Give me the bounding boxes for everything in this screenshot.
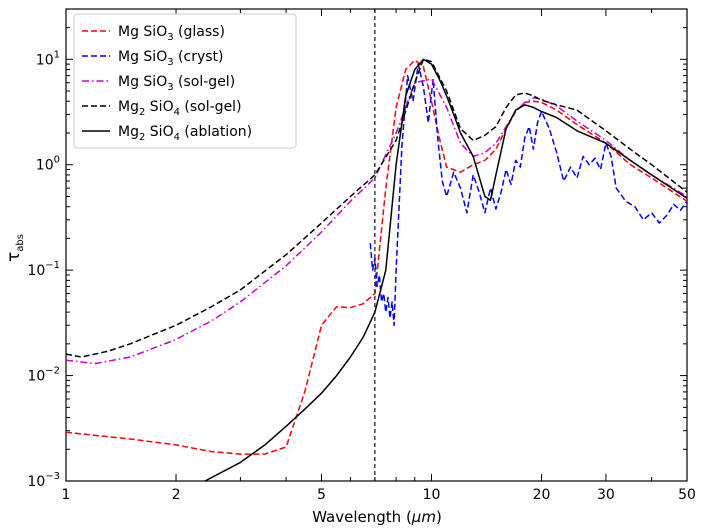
y-tick-label: 101	[36, 49, 60, 68]
series-line-4	[204, 58, 687, 481]
legend-entry-mgsio3-cryst: Mg SiO3 (cryst)	[82, 49, 224, 68]
x-tick-label: 10	[423, 487, 441, 503]
legend: Mg SiO3 (glass) Mg SiO3 (cryst) Mg SiO3 …	[73, 13, 297, 149]
series-line-0	[66, 59, 687, 455]
series-layer	[66, 58, 687, 481]
legend-label: Mg SiO3 (sol-gel)	[118, 74, 235, 93]
x-tick-label: 30	[597, 487, 615, 503]
y-tick-label: 10−3	[27, 471, 60, 490]
x-tick-label: 2	[172, 487, 181, 503]
legend-entry-mgsio3-solgel: Mg SiO3 (sol-gel)	[82, 74, 235, 93]
legend-entry-mg2sio4-solgel: Mg2 SiO4 (sol-gel)	[82, 99, 242, 118]
x-tick-label: 20	[533, 487, 551, 503]
x-tick-label: 5	[317, 487, 326, 503]
x-tick-label: 1	[62, 487, 71, 503]
y-axis-label: τabs	[4, 234, 26, 262]
x-axis: 1 2 5 10 20 30 50	[62, 9, 696, 503]
y-tick-label: 10−1	[27, 260, 60, 279]
series-line-1	[369, 63, 687, 327]
y-tick-label: 100	[36, 155, 60, 174]
legend-label: Mg SiO3 (glass)	[118, 24, 225, 43]
series-line-3	[66, 58, 687, 358]
legend-box	[73, 13, 297, 149]
series-line-2	[66, 78, 687, 365]
x-tick-label: 50	[678, 487, 696, 503]
plot-frame	[65, 8, 688, 482]
legend-entry-mg2sio4-ablation: Mg2 SiO4 (ablation)	[82, 124, 252, 143]
legend-label: Mg2 SiO4 (sol-gel)	[118, 99, 242, 118]
legend-label: Mg SiO3 (cryst)	[118, 49, 224, 68]
legend-entry-mgsio3-glass: Mg SiO3 (glass)	[82, 24, 225, 43]
x-axis-label: Wavelength (μm)	[312, 508, 442, 526]
y-tick-label: 10−2	[27, 366, 60, 385]
y-axis: 10−3 10−2 10−1 100 101	[27, 8, 687, 490]
legend-label: Mg2 SiO4 (ablation)	[118, 124, 252, 143]
